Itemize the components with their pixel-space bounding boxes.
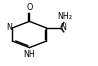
Text: NH₂: NH₂ <box>57 12 72 21</box>
Text: NH: NH <box>24 50 35 59</box>
Text: O: O <box>26 3 33 12</box>
Text: N: N <box>60 23 66 32</box>
Text: N: N <box>6 23 12 32</box>
